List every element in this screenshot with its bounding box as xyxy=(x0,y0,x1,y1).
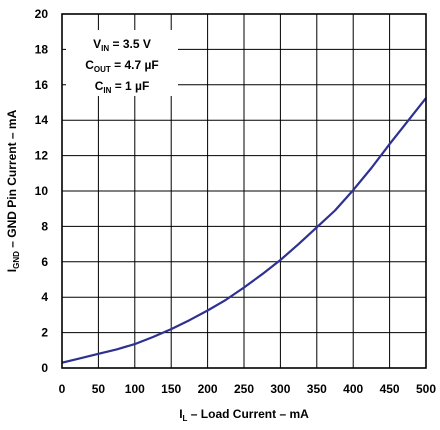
x-tick-label: 150 xyxy=(161,382,181,396)
annotation-box xyxy=(66,30,178,96)
conditions-annotation: VIN = 3.5 V COUT = 4.7 µF CIN = 1 µF xyxy=(66,30,178,96)
y-tick-label: 18 xyxy=(35,42,49,56)
y-tick-label: 4 xyxy=(41,290,48,304)
annotation-line: CIN = 1 µF xyxy=(95,79,150,95)
y-tick-label: 16 xyxy=(35,78,49,92)
x-tick-label: 250 xyxy=(234,382,254,396)
x-tick-label: 50 xyxy=(92,382,106,396)
y-tick-label: 12 xyxy=(35,149,49,163)
y-tick-label: 20 xyxy=(35,7,49,21)
x-tick-label: 200 xyxy=(198,382,218,396)
x-tick-label: 300 xyxy=(270,382,290,396)
annotation-line: COUT = 4.7 µF xyxy=(85,58,159,74)
x-axis-label: IL – Load Current – mA xyxy=(179,407,309,423)
series-layer xyxy=(61,97,427,364)
y-axis-label: IGND – GND Pin Current – mA xyxy=(5,109,21,272)
y-tick-label: 8 xyxy=(41,219,48,233)
x-tick-label: 400 xyxy=(343,382,363,396)
x-tick-labels: 0 50 100 150 200 250 300 350 400 450 500 xyxy=(59,382,437,396)
x-tick-label: 0 xyxy=(59,382,66,396)
x-tick-label: 100 xyxy=(125,382,145,396)
y-tick-labels: 0 2 4 6 8 10 12 14 16 18 20 xyxy=(35,7,49,375)
y-tick-label: 2 xyxy=(41,326,48,340)
y-tick-label: 0 xyxy=(41,361,48,375)
y-tick-label: 10 xyxy=(35,184,49,198)
annotation-line: VIN = 3.5 V xyxy=(93,37,151,53)
gnd-current-curve xyxy=(61,97,427,364)
x-tick-label: 450 xyxy=(380,382,400,396)
plot-frame xyxy=(61,13,427,369)
x-tick-label: 500 xyxy=(416,382,436,396)
x-tick-label: 350 xyxy=(307,382,327,396)
y-tick-label: 6 xyxy=(41,255,48,269)
y-tick-label: 14 xyxy=(35,113,49,127)
